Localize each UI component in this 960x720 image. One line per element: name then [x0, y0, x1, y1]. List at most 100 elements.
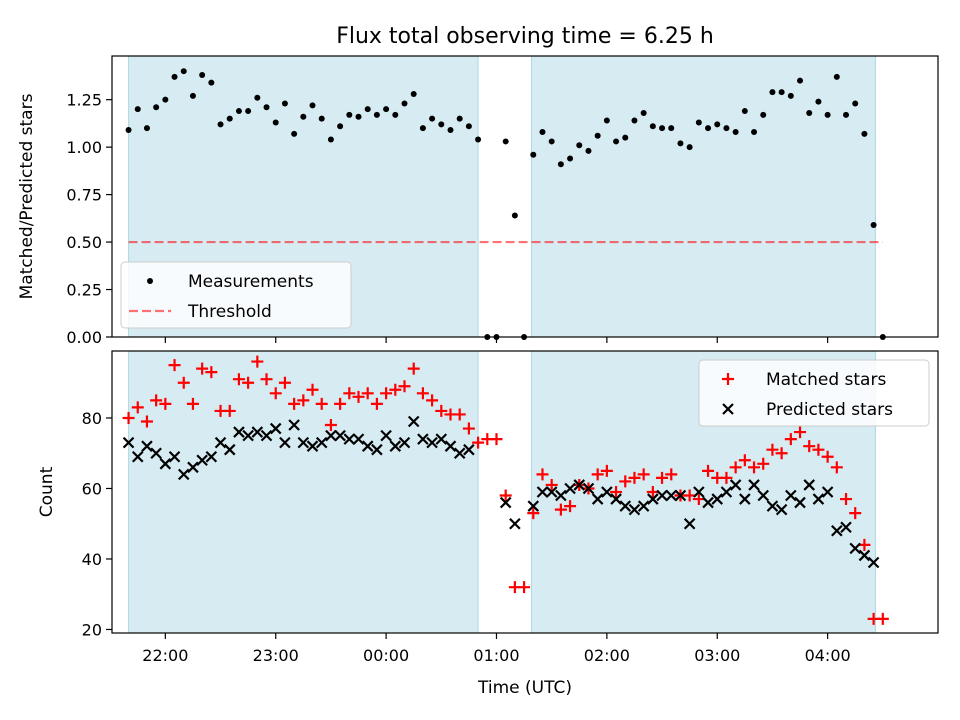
predicted-star-point: [766, 500, 779, 512]
matched-star-point: [757, 457, 770, 470]
matched-star-point: [122, 411, 135, 424]
measurement-point: [235, 108, 242, 115]
matched-star-point: [554, 503, 567, 516]
predicted-star-point: [417, 433, 429, 445]
matched-star-point: [260, 373, 273, 386]
measurement-point: [392, 111, 399, 118]
measurement-point: [162, 96, 169, 103]
measurement-point: [824, 111, 831, 118]
measurement-point: [585, 147, 592, 154]
predicted-star-point: [131, 450, 144, 463]
matched-star-point: [177, 376, 190, 389]
measurement-point: [557, 161, 564, 168]
predicted-star-point: [610, 493, 622, 505]
measurement-point: [419, 125, 426, 132]
matched-star-point: [840, 493, 853, 506]
predicted-star-point: [187, 461, 199, 474]
matched-star-point: [518, 581, 531, 594]
measurement-point: [603, 117, 610, 124]
top-panel: 0.00 0.25 0.50 0.75 1.00 1.25 Matched/Predicte…: [17, 55, 939, 347]
matched-star-point: [536, 468, 549, 481]
matched-star-point: [738, 454, 751, 467]
matched-star-point: [803, 440, 816, 453]
predicted-star-point: [647, 493, 659, 505]
legend-marker-predicted: [722, 403, 734, 415]
legend-box: [698, 359, 930, 427]
predicted-star-point: [702, 496, 714, 509]
matched-star-point: [343, 387, 356, 400]
predicted-star-point: [159, 458, 172, 470]
predicted-star-point: [757, 489, 770, 502]
predicted-star-point: [407, 415, 420, 428]
measurement-point: [300, 113, 307, 120]
measurement-point: [364, 106, 371, 113]
bottom-legend: Matched stars Predicted stars: [698, 359, 930, 427]
predicted-star-point: [306, 440, 319, 452]
measurement-point: [622, 134, 629, 141]
matched-star-point: [591, 468, 604, 481]
predicted-star-point: [251, 426, 264, 438]
predicted-star-point: [840, 521, 852, 534]
top-ytick-label: 1.00: [66, 138, 102, 157]
predicted-star-point: [748, 479, 760, 491]
matched-star-point: [784, 433, 797, 446]
matched-star-point: [435, 404, 448, 417]
matched-star-point: [720, 471, 733, 484]
predicted-star-point: [665, 489, 678, 502]
measurement-point: [254, 94, 261, 101]
top-ytick-label: 0.25: [66, 281, 102, 300]
predicted-star-point: [601, 486, 613, 498]
predicted-star-point: [223, 443, 236, 456]
matched-star-point: [775, 447, 788, 460]
predicted-star-point: [821, 486, 834, 498]
measurement-point: [861, 130, 868, 137]
matched-star-point: [812, 443, 825, 456]
matched-star-point: [545, 478, 558, 491]
matched-star-point: [876, 612, 889, 625]
matched-star-point: [600, 464, 613, 477]
measurement-point: [649, 123, 656, 130]
matched-star-point: [168, 359, 181, 372]
matched-star-point: [794, 426, 807, 439]
matched-star-point: [196, 362, 209, 375]
matched-star-point: [821, 450, 834, 463]
measurement-point: [327, 136, 334, 143]
predicted-star-point: [499, 496, 512, 509]
predicted-star-point: [739, 493, 751, 505]
matched-star-point: [389, 383, 402, 396]
matched-star-point: [499, 489, 512, 502]
measurement-point: [815, 98, 822, 105]
predicted-star-point: [122, 436, 135, 449]
measurement-point: [732, 128, 739, 135]
matched-star-point: [251, 355, 264, 368]
matched-star-point: [610, 486, 623, 498]
measurement-point: [741, 108, 748, 115]
measurement-point: [695, 119, 702, 126]
measurement-point: [576, 142, 583, 149]
bottom-panel: 20 40 60 80 22:00 23:00 00:00 01:00 02:00 03:00 04…: [37, 350, 939, 698]
measurement-point: [337, 123, 344, 130]
measurement-point: [281, 100, 288, 107]
predicted-star-point: [260, 429, 273, 442]
predicted-star-point: [380, 429, 392, 442]
measurement-point: [272, 119, 279, 126]
predicted-star-point: [214, 436, 227, 449]
matched-star-point: [140, 415, 153, 428]
measurement-point: [594, 132, 601, 139]
predicted-star-point: [582, 482, 595, 495]
bottom-xtick-label: 01:00: [473, 646, 519, 665]
measurement-point: [373, 111, 380, 118]
predicted-star-point: [867, 556, 880, 569]
measurement-point: [567, 155, 574, 162]
predicted-star-point: [150, 447, 162, 460]
measurement-point: [291, 130, 298, 137]
bottom-series-matched-stars: [122, 355, 889, 625]
matched-star-point: [416, 387, 429, 400]
predicted-star-point: [233, 426, 245, 438]
measurement-point: [208, 79, 215, 86]
matched-star-point: [683, 489, 696, 502]
matched-star-point: [223, 404, 236, 417]
measurement-point: [309, 102, 316, 109]
matched-star-point: [150, 394, 163, 407]
matched-star-point: [472, 436, 485, 449]
